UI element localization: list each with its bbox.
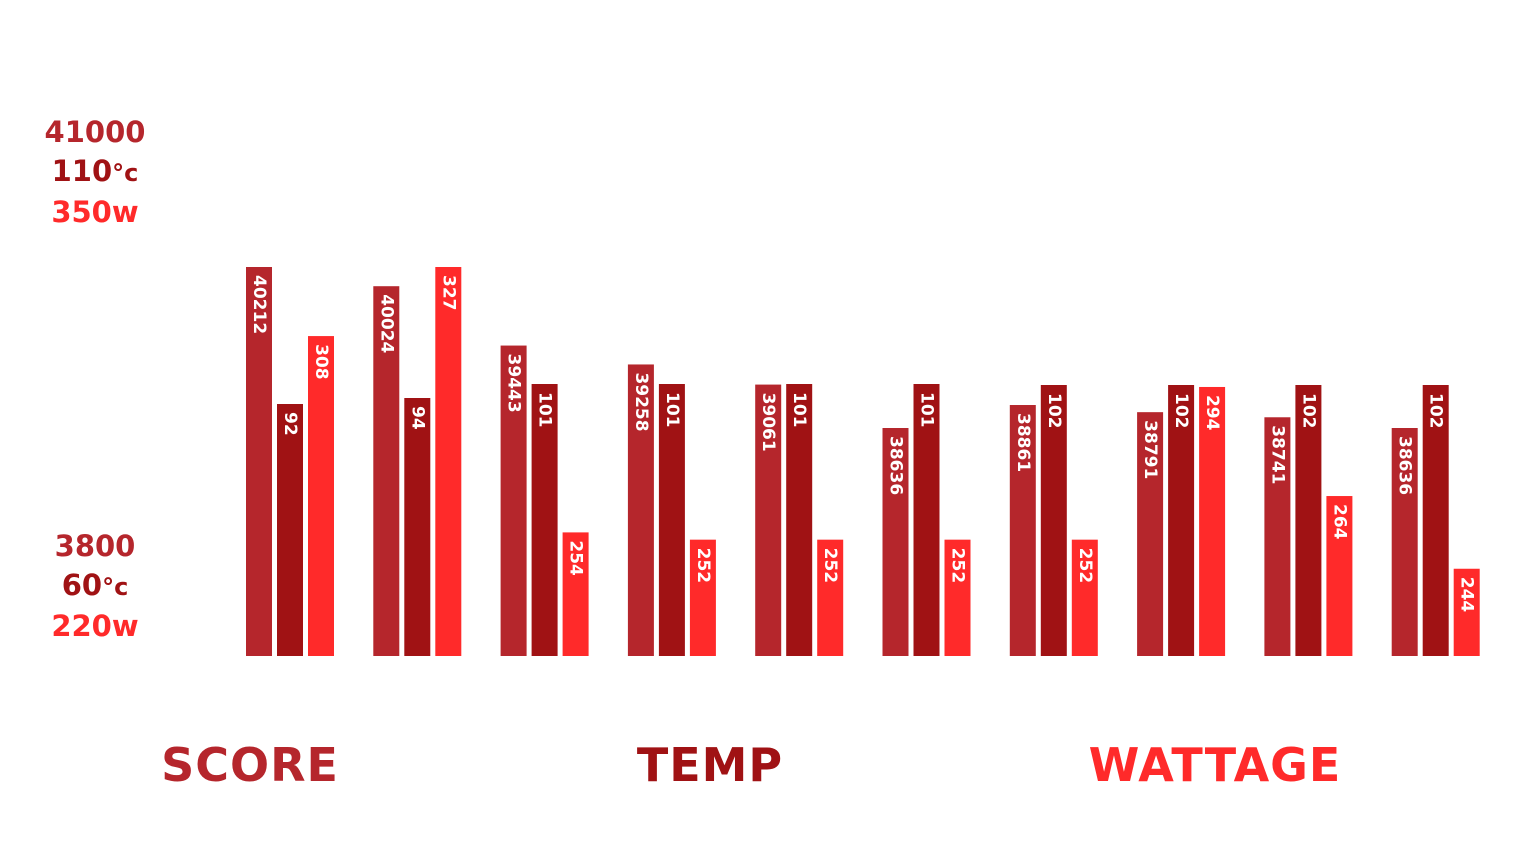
bar-temp-5 — [786, 384, 813, 656]
bar-label-temp-8: 102 — [1171, 393, 1191, 429]
bar-label-wattage-9: 264 — [1329, 504, 1349, 540]
axis-top-score: 41000 — [44, 115, 146, 149]
bar-label-wattage-8: 294 — [1202, 395, 1222, 431]
bar-wattage-5 — [817, 539, 844, 656]
bar-label-score-4: 39258 — [631, 372, 651, 431]
bar-label-temp-1: 92 — [280, 412, 300, 436]
bar-label-score-8: 38791 — [1140, 420, 1160, 479]
bar-wattage-6 — [944, 539, 971, 656]
bar-label-wattage-10: 244 — [1457, 577, 1477, 613]
bar-score-10 — [1391, 428, 1418, 656]
bar-score-2 — [373, 286, 400, 656]
bar-wattage-3 — [562, 532, 589, 656]
bar-temp-7 — [1040, 385, 1067, 656]
bar-wattage-10 — [1453, 568, 1480, 656]
bar-label-wattage-6: 252 — [948, 548, 968, 584]
bar-temp-8 — [1168, 385, 1195, 656]
bar-temp-3 — [531, 384, 558, 656]
bar-wattage-1 — [308, 336, 334, 656]
bar-label-score-5: 39061 — [758, 393, 778, 452]
axis-bottom-score: 3800 — [54, 529, 136, 563]
bar-label-score-2: 40024 — [376, 294, 396, 353]
bar-temp-10 — [1422, 385, 1449, 656]
bar-label-score-3: 39443 — [504, 354, 524, 413]
axis-top-temp: 110°c — [20, 152, 170, 193]
bar-label-wattage-5: 252 — [820, 548, 840, 584]
bar-label-wattage-3: 254 — [566, 540, 586, 576]
bar-label-temp-5: 101 — [789, 392, 809, 428]
bar-temp-6 — [913, 384, 940, 656]
bar-score-5 — [755, 384, 782, 656]
axis-top-labels: 41000 110°c 350w — [20, 113, 170, 232]
bar-label-temp-6: 101 — [917, 392, 937, 428]
bar-wattage-9 — [1326, 496, 1353, 656]
axis-bottom-temp-unit: °c — [102, 573, 129, 601]
bar-temp-4 — [658, 384, 685, 656]
bar-label-score-1: 40212 — [249, 275, 269, 334]
bar-wattage-8 — [1199, 386, 1226, 656]
bar-label-temp-2: 94 — [407, 406, 427, 430]
bar-score-1 — [246, 267, 272, 656]
axis-bottom-temp-value: 60 — [61, 568, 103, 602]
bar-label-temp-9: 102 — [1298, 393, 1318, 429]
bar-score-3 — [500, 345, 527, 656]
axis-top-temp-unit: °c — [112, 159, 139, 187]
bar-label-temp-10: 102 — [1426, 393, 1446, 429]
bar-label-temp-7: 102 — [1044, 393, 1064, 429]
bar-label-temp-3: 101 — [535, 392, 555, 428]
bar-score-7 — [1009, 405, 1036, 656]
bar-label-score-9: 38741 — [1267, 425, 1287, 484]
bar-score-9 — [1264, 417, 1291, 656]
bar-temp-9 — [1295, 385, 1322, 656]
bar-wattage-4 — [689, 539, 716, 656]
bar-wattage-2 — [435, 267, 462, 656]
bar-score-4 — [627, 364, 654, 656]
bar-temp-1 — [277, 404, 303, 656]
bar-label-temp-4: 101 — [662, 392, 682, 428]
bar-label-wattage-2: 327 — [438, 275, 458, 311]
bar-label-wattage-4: 252 — [693, 548, 713, 584]
axis-bottom-labels: 3800 60°c 220w — [20, 527, 170, 646]
bar-wattage-7 — [1071, 539, 1098, 656]
legend-score: SCORE — [161, 738, 339, 792]
axis-bottom-wattage: 220w — [51, 609, 139, 643]
axis-top-temp-value: 110 — [51, 154, 113, 188]
axis-bottom-temp: 60°c — [20, 566, 170, 607]
bar-score-6 — [882, 428, 909, 656]
bar-label-wattage-1: 308 — [311, 344, 331, 380]
bar-label-wattage-7: 252 — [1075, 548, 1095, 584]
bar-label-score-10: 38636 — [1395, 436, 1415, 495]
bar-label-score-7: 38861 — [1013, 413, 1033, 472]
bar-label-score-6: 38636 — [886, 436, 906, 495]
axis-top-wattage: 350w — [51, 195, 139, 229]
bar-temp-2 — [404, 398, 431, 656]
legend-temp: TEMP — [636, 738, 784, 792]
legend-wattage: WATTAGE — [1088, 738, 1342, 792]
bar-score-8 — [1137, 412, 1164, 656]
